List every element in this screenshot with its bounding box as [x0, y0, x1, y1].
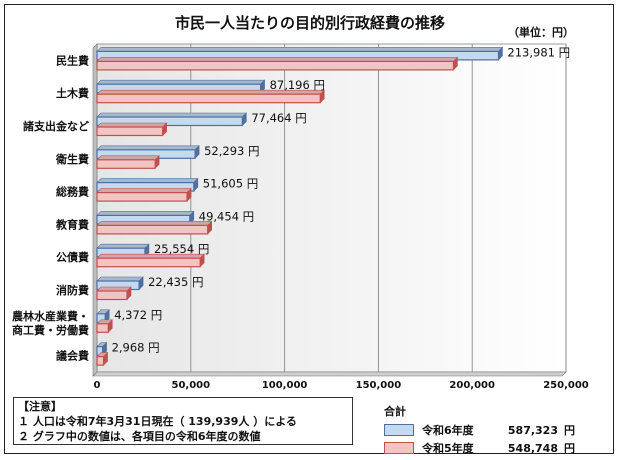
axis-floor — [92, 371, 567, 377]
data-label: 87,196 円 — [270, 78, 325, 92]
bar-r5 — [96, 126, 164, 137]
legend-item-r5: 令和5年度 548,748 円 — [384, 439, 575, 457]
bar-r5 — [96, 356, 105, 366]
bar-r5 — [96, 93, 321, 104]
bar-r5 — [96, 159, 156, 169]
bar-r5 — [96, 257, 201, 268]
data-label: 51,605 円 — [203, 177, 258, 191]
legend-label-r6: 令和6年度 — [422, 424, 474, 437]
bar-top-r6 — [96, 276, 144, 282]
notes-heading: 【注意】 — [18, 400, 62, 413]
category-label: 商工費・労働費 — [12, 323, 89, 337]
x-tick-label: 0 — [94, 380, 101, 391]
category-label: 土木費 — [56, 86, 89, 100]
bar-r5 — [96, 224, 209, 235]
chart-title: 市民一人当たりの目的別行政経費の推移 — [174, 14, 445, 32]
data-label: 4,372 円 — [114, 308, 162, 322]
note-line-2: ２ グラフ中の数値は、各項目の令和6年度の数値 — [18, 430, 261, 443]
category-label: 議会費 — [56, 349, 89, 363]
note-line-1: １ 人口は令和7年3月31日現在（ 139,939人 ）による — [18, 415, 297, 428]
bar-top-r6 — [96, 178, 199, 183]
x-tick-label: 250,000 — [543, 380, 589, 391]
category-label: 民生費 — [56, 53, 89, 67]
category-label: 衛生費 — [55, 152, 89, 166]
category-label: 農林水産業費・ — [12, 309, 89, 323]
bar-r5 — [96, 290, 128, 301]
bar-top-r5 — [96, 188, 192, 193]
x-tick-label: 150,000 — [356, 380, 402, 391]
legend-swatch-r6 — [384, 424, 414, 436]
legend-unit-r5: 円 — [564, 442, 575, 455]
category-label: 教育費 — [55, 217, 89, 231]
legend-total-r5: 548,748 — [507, 441, 558, 455]
data-label: 2,968 円 — [112, 341, 160, 355]
data-label: 25,554 円 — [154, 242, 209, 256]
bar-r6 — [96, 116, 243, 127]
bar-r5 — [96, 192, 188, 202]
category-label: 諸支出金など — [23, 119, 89, 133]
data-label: 22,435 円 — [148, 275, 203, 289]
bar-top-r5 — [96, 155, 160, 161]
category-label: 消防費 — [56, 283, 89, 297]
legend-label-r5: 令和5年度 — [422, 442, 474, 455]
data-label: 52,293 円 — [204, 144, 259, 158]
legend-unit-r6: 円 — [564, 424, 575, 437]
chart-frame — [4, 4, 614, 454]
bar-r5 — [96, 60, 455, 71]
data-label: 49,454 円 — [199, 209, 254, 223]
category-label: 公債費 — [56, 250, 89, 264]
category-label: 総務費 — [56, 185, 89, 199]
data-label: 213,981 円 — [507, 45, 570, 59]
x-tick-label: 50,000 — [172, 380, 211, 391]
legend-swatch-r5 — [384, 442, 414, 454]
legend-heading: 合計 — [384, 405, 406, 418]
bar-top-r6 — [96, 243, 150, 249]
bar-top-r6 — [96, 145, 200, 151]
x-tick-label: 200,000 — [449, 380, 495, 391]
bar-r5 — [96, 323, 109, 333]
bar-top-r5 — [96, 286, 132, 292]
legend: 合計 令和6年度 587,323 円 令和5年度 548,748 円 — [384, 403, 575, 457]
notes-box: 【注意】 １ 人口は令和7年3月31日現在（ 139,939人 ）による ２ グ… — [13, 397, 353, 445]
bar-top-r6 — [96, 211, 195, 216]
data-label: 77,464 円 — [251, 111, 306, 125]
unit-label: （単位：円） — [508, 26, 574, 39]
legend-item-r6: 令和6年度 587,323 円 — [384, 421, 575, 439]
x-tick-label: 100,000 — [262, 380, 308, 391]
bar-top-r5 — [96, 221, 213, 226]
legend-total-r6: 587,323 — [507, 423, 558, 437]
